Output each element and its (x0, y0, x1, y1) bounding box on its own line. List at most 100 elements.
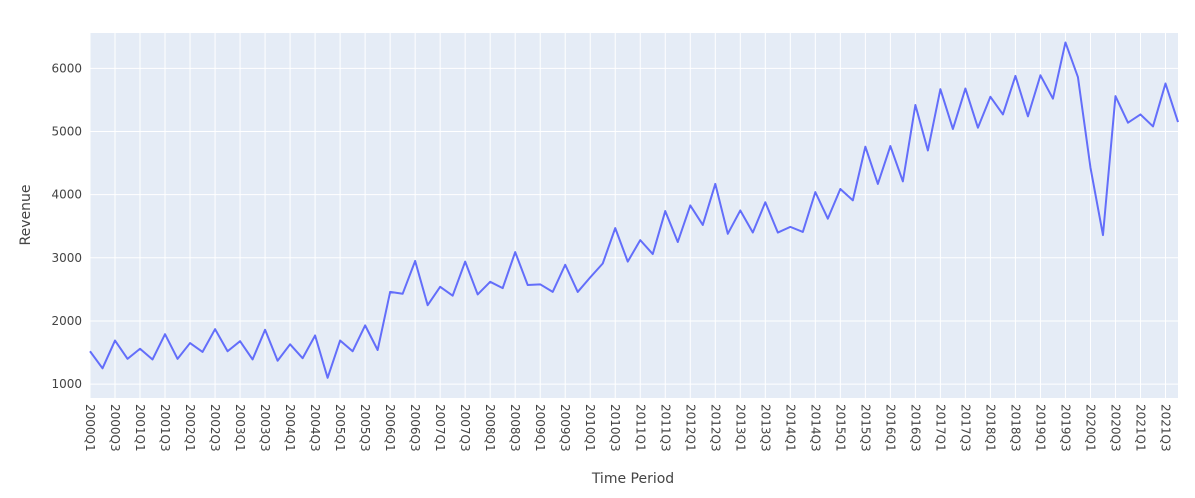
data-point (1151, 124, 1155, 128)
x-tick-label: 2019Q1 (1033, 404, 1047, 452)
data-point (951, 127, 955, 131)
data-point (88, 349, 92, 353)
x-tick-label: 2017Q1 (933, 404, 947, 452)
y-tick-label: 6000 (51, 61, 82, 75)
data-point (1176, 120, 1180, 124)
data-point (1026, 114, 1030, 118)
data-point (676, 240, 680, 244)
data-point (413, 259, 417, 263)
data-point (1063, 40, 1067, 44)
plot-background (90, 33, 1178, 398)
x-tick-label: 2003Q3 (258, 404, 272, 452)
data-point (713, 182, 717, 186)
y-tick-label: 3000 (51, 251, 82, 265)
data-point (976, 126, 980, 130)
data-point (701, 223, 705, 227)
data-point (638, 238, 642, 242)
data-point (513, 250, 517, 254)
data-point (388, 290, 392, 294)
x-tick-label: 2017Q3 (958, 404, 972, 452)
x-tick-label: 2015Q1 (833, 404, 847, 452)
x-tick-label: 2003Q1 (233, 404, 247, 452)
data-point (288, 342, 292, 346)
data-point (276, 359, 280, 363)
data-point (813, 190, 817, 194)
x-tick-label: 2004Q1 (283, 404, 297, 452)
data-point (476, 292, 480, 296)
x-tick-label: 2000Q1 (83, 404, 97, 452)
data-point (663, 209, 667, 213)
data-point (988, 95, 992, 99)
data-point (601, 261, 605, 265)
x-axis-ticks: 2000Q1 2000Q3 2001Q1 2001Q3 2002Q1 2002Q3 2003… (83, 404, 1172, 452)
data-point (801, 230, 805, 234)
x-tick-label: 2009Q1 (533, 404, 547, 452)
data-point (963, 87, 967, 91)
data-point (426, 303, 430, 307)
data-point (613, 226, 617, 230)
x-tick-label: 2007Q3 (458, 404, 472, 452)
data-point (263, 328, 267, 332)
x-tick-label: 2000Q3 (108, 404, 122, 452)
data-point (938, 87, 942, 91)
x-tick-label: 2002Q1 (183, 404, 197, 452)
data-point (1126, 121, 1130, 125)
data-point (201, 350, 205, 354)
data-point (563, 263, 567, 267)
data-point (113, 339, 117, 343)
data-point (138, 347, 142, 351)
data-point (651, 252, 655, 256)
x-tick-label: 2021Q3 (1158, 404, 1172, 452)
x-tick-label: 2013Q1 (733, 404, 747, 452)
x-tick-label: 2006Q1 (383, 404, 397, 452)
data-point (226, 349, 230, 353)
y-tick-label: 2000 (51, 314, 82, 328)
data-point (738, 208, 742, 212)
data-point (1138, 112, 1142, 116)
x-tick-label: 2008Q3 (508, 404, 522, 452)
data-point (313, 333, 317, 337)
x-tick-label: 2005Q1 (333, 404, 347, 452)
x-tick-label: 2019Q3 (1058, 404, 1072, 452)
data-point (1076, 75, 1080, 79)
data-point (751, 231, 755, 235)
x-tick-label: 2016Q1 (883, 404, 897, 452)
data-point (913, 103, 917, 107)
x-tick-label: 2008Q1 (483, 404, 497, 452)
data-point (163, 332, 167, 336)
x-axis-title: Time Period (591, 471, 674, 487)
data-point (926, 148, 930, 152)
y-axis-title: Revenue (18, 185, 34, 246)
data-point (776, 231, 780, 235)
data-point (551, 290, 555, 294)
data-point (1013, 74, 1017, 78)
y-axis-ticks: 1000 2000 3000 4000 5000 6000 (51, 61, 82, 391)
revenue-series-line (89, 41, 1179, 379)
data-point (901, 179, 905, 183)
data-point (251, 357, 255, 361)
data-point (301, 356, 305, 360)
x-tick-label: 2001Q3 (158, 404, 172, 452)
data-point (438, 285, 442, 289)
x-tick-label: 2012Q1 (683, 404, 697, 452)
data-point (851, 198, 855, 202)
data-point (463, 260, 467, 264)
data-point (763, 200, 767, 204)
data-point (626, 260, 630, 264)
x-tick-label: 2020Q1 (1083, 404, 1097, 452)
data-point (863, 145, 867, 149)
data-point (176, 357, 180, 361)
x-tick-label: 2018Q3 (1008, 404, 1022, 452)
x-tick-label: 2013Q3 (758, 404, 772, 452)
y-gridlines (90, 67, 1178, 385)
data-point (151, 357, 155, 361)
data-point (238, 339, 242, 343)
data-point (1101, 233, 1105, 237)
x-tick-label: 2011Q1 (633, 404, 647, 452)
data-point (788, 225, 792, 229)
x-tick-label: 2001Q1 (133, 404, 147, 452)
data-point (326, 376, 330, 380)
x-tick-label: 2011Q3 (658, 404, 672, 452)
data-point (588, 275, 592, 279)
